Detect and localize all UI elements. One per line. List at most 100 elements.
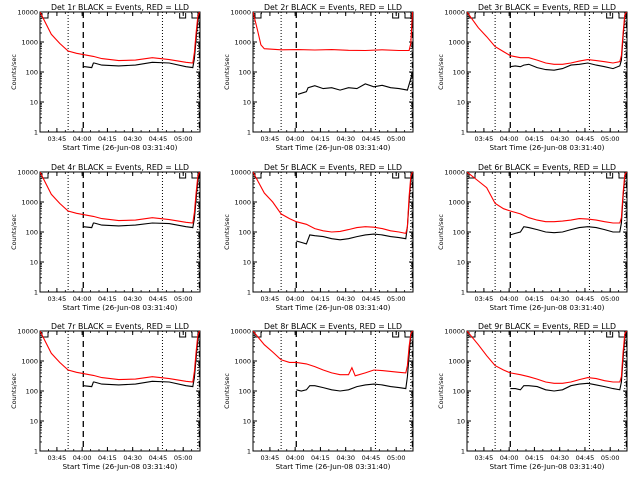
top-bracket-right <box>404 173 412 179</box>
top-bracket-mid <box>392 13 400 19</box>
plot-title: Det 7r BLACK = Events, RED = LLD <box>51 322 189 331</box>
x-tick-label: 03:45 <box>48 454 67 462</box>
x-axis-label: Start Time (26-Jun-08 03:31:40) <box>62 303 177 312</box>
x-tick-label: 04:45 <box>149 135 168 143</box>
y-tick-label: 100 <box>239 388 251 396</box>
y-tick-label: 100 <box>453 229 465 237</box>
y-tick-label: 1000 <box>448 199 465 207</box>
x-tick-label: 04:15 <box>525 135 544 143</box>
y-tick-label: 100 <box>26 229 38 237</box>
plot-frame <box>39 171 201 293</box>
y-axis-label: Counts/sec <box>223 54 231 90</box>
x-tick-label: 04:45 <box>362 454 381 462</box>
y-tick-label: 10 <box>457 99 465 107</box>
y-tick-label: 100 <box>239 69 251 77</box>
x-tick-label: 04:15 <box>525 454 544 462</box>
y-tick-label: 10 <box>243 99 251 107</box>
lld-series-line <box>467 12 627 65</box>
detector-plot-9: Det 9r BLACK = Events, RED = LLD 1 10 100 10… <box>437 322 628 471</box>
top-bracket-mid <box>392 173 400 179</box>
detector-plot-1: Det 1r BLACK = Events, RED = LLD 1 10 100 10… <box>10 3 201 152</box>
y-tick-label: 100 <box>239 229 251 237</box>
x-axis-label: Start Time (26-Jun-08 03:31:40) <box>489 462 604 471</box>
detector-plot-4: Det 4r BLACK = Events, RED = LLD 1 10 100 10… <box>10 163 201 312</box>
x-tick-label: 05:00 <box>387 135 406 143</box>
x-tick-label: 04:00 <box>500 295 519 303</box>
x-tick-label: 04:15 <box>98 135 117 143</box>
x-tick-label: 04:15 <box>311 295 330 303</box>
top-bracket-mid <box>606 332 614 338</box>
plot-title: Det 9r BLACK = Events, RED = LLD <box>478 322 616 331</box>
plot-title: Det 4r BLACK = Events, RED = LLD <box>51 163 189 172</box>
lld-series-line <box>40 12 200 64</box>
events-series-line <box>510 12 627 71</box>
x-tick-label: 03:45 <box>475 135 494 143</box>
x-tick-label: 03:45 <box>261 135 280 143</box>
y-tick-label: 1000 <box>448 39 465 47</box>
y-tick-label: 10 <box>30 259 38 267</box>
x-tick-label: 04:00 <box>73 454 92 462</box>
x-tick-label: 05:00 <box>601 135 620 143</box>
x-tick-label: 05:00 <box>174 454 193 462</box>
x-tick-label: 05:00 <box>387 295 406 303</box>
top-bracket-left <box>468 173 476 179</box>
x-tick-label: 04:30 <box>336 295 355 303</box>
y-axis-label: Counts/sec <box>437 373 445 409</box>
x-tick-label: 05:00 <box>174 135 193 143</box>
x-tick-label: 04:30 <box>550 295 569 303</box>
y-tick-label: 10000 <box>17 9 38 17</box>
events-series-line <box>83 173 200 229</box>
plot-frame <box>252 11 414 133</box>
x-tick-label: 04:00 <box>500 454 519 462</box>
x-tick-label: 04:45 <box>576 135 595 143</box>
plot-title: Det 8r BLACK = Events, RED = LLD <box>264 322 402 331</box>
y-tick-label: 10000 <box>444 169 465 177</box>
plot-title: Det 6r BLACK = Events, RED = LLD <box>478 163 616 172</box>
x-tick-label: 05:00 <box>601 454 620 462</box>
y-axis-label: Counts/sec <box>437 54 445 90</box>
x-tick-label: 04:15 <box>98 454 117 462</box>
x-tick-label: 04:00 <box>286 454 305 462</box>
x-axis-label: Start Time (26-Jun-08 03:31:40) <box>62 462 177 471</box>
x-tick-label: 04:45 <box>362 135 381 143</box>
x-axis-label: Start Time (26-Jun-08 03:31:40) <box>275 143 390 152</box>
y-axis-label: Counts/sec <box>437 214 445 250</box>
lld-series-line <box>467 172 627 224</box>
x-tick-label: 05:00 <box>601 295 620 303</box>
x-tick-label: 04:30 <box>336 135 355 143</box>
x-tick-label: 04:45 <box>362 295 381 303</box>
x-tick-label: 04:00 <box>73 135 92 143</box>
y-axis-label: Counts/sec <box>10 54 18 90</box>
y-tick-label: 1 <box>461 448 465 456</box>
y-axis-label: Counts/sec <box>10 214 18 250</box>
top-bracket-mid <box>392 332 400 338</box>
y-tick-label: 10 <box>30 418 38 426</box>
x-tick-label: 03:45 <box>48 135 67 143</box>
x-tick-label: 04:45 <box>576 454 595 462</box>
x-tick-label: 04:30 <box>550 135 569 143</box>
y-tick-label: 100 <box>26 69 38 77</box>
y-tick-label: 1000 <box>21 199 38 207</box>
x-tick-label: 03:45 <box>475 295 494 303</box>
plot-frame <box>466 11 628 133</box>
x-tick-label: 04:45 <box>576 295 595 303</box>
x-tick-label: 04:00 <box>286 135 305 143</box>
y-tick-label: 10 <box>457 418 465 426</box>
plot-frame <box>39 11 201 133</box>
y-tick-label: 1 <box>247 129 251 137</box>
top-bracket-left <box>254 13 262 19</box>
y-tick-label: 100 <box>453 69 465 77</box>
y-axis-label: Counts/sec <box>223 214 231 250</box>
detector-plot-6: Det 6r BLACK = Events, RED = LLD 1 10 100 10… <box>437 163 628 312</box>
lld-series-line <box>253 331 413 377</box>
events-series-line <box>83 13 200 69</box>
events-series-line <box>297 71 413 95</box>
plot-title: Det 5r BLACK = Events, RED = LLD <box>264 163 402 172</box>
plot-frame <box>252 330 414 452</box>
y-tick-label: 10000 <box>444 9 465 17</box>
x-tick-label: 05:00 <box>174 295 193 303</box>
x-tick-label: 04:00 <box>73 295 92 303</box>
y-tick-label: 1000 <box>234 199 251 207</box>
